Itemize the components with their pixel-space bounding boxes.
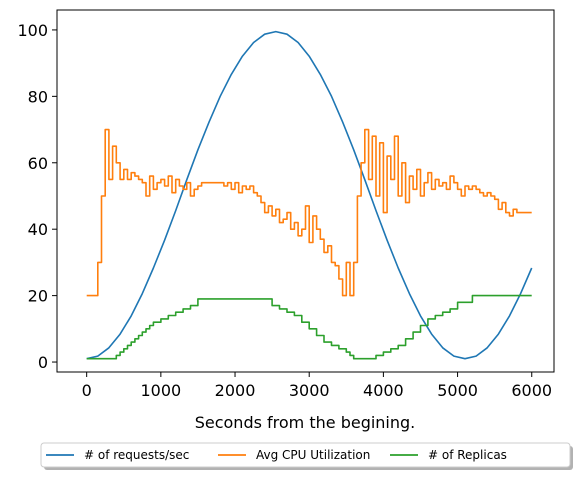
y-tick-label: 0 bbox=[38, 353, 48, 372]
x-tick-label: 6000 bbox=[511, 381, 552, 400]
y-tick-label: 80 bbox=[28, 87, 48, 106]
legend-label: # of Replicas bbox=[428, 448, 507, 462]
x-axis-label: Seconds from the begining. bbox=[195, 413, 416, 432]
x-tick-label: 0 bbox=[82, 381, 92, 400]
x-tick-label: 1000 bbox=[140, 381, 181, 400]
legend-label: Avg CPU Utilization bbox=[256, 448, 370, 462]
y-axis: 0 20 40 60 80 100 bbox=[17, 21, 57, 372]
legend: # of requests/sec Avg CPU Utilization # of… bbox=[40, 442, 573, 470]
legend-box bbox=[40, 442, 571, 468]
legend-items: # of requests/sec Avg CPU Utilization # of… bbox=[46, 448, 507, 462]
y-tick-label: 60 bbox=[28, 154, 48, 173]
series-line-of-requests-sec bbox=[86, 30, 533, 360]
x-tick-label: 4000 bbox=[363, 381, 404, 400]
y-tick-label: 20 bbox=[28, 287, 48, 306]
y-tick-label: 40 bbox=[28, 220, 48, 239]
x-tick-label: 3000 bbox=[289, 381, 330, 400]
x-tick-label: 5000 bbox=[437, 381, 478, 400]
plot-frame bbox=[56, 9, 555, 373]
x-tick-label: 2000 bbox=[215, 381, 256, 400]
series-line-avg-cpu-utilization bbox=[86, 128, 532, 297]
legend-label: # of requests/sec bbox=[84, 448, 189, 462]
series-line-of-replicas bbox=[86, 294, 532, 360]
x-axis: 0 1000 2000 3000 4000 5000 6000 bbox=[82, 372, 552, 400]
plot-lines bbox=[86, 30, 533, 360]
y-tick-label: 100 bbox=[17, 21, 48, 40]
